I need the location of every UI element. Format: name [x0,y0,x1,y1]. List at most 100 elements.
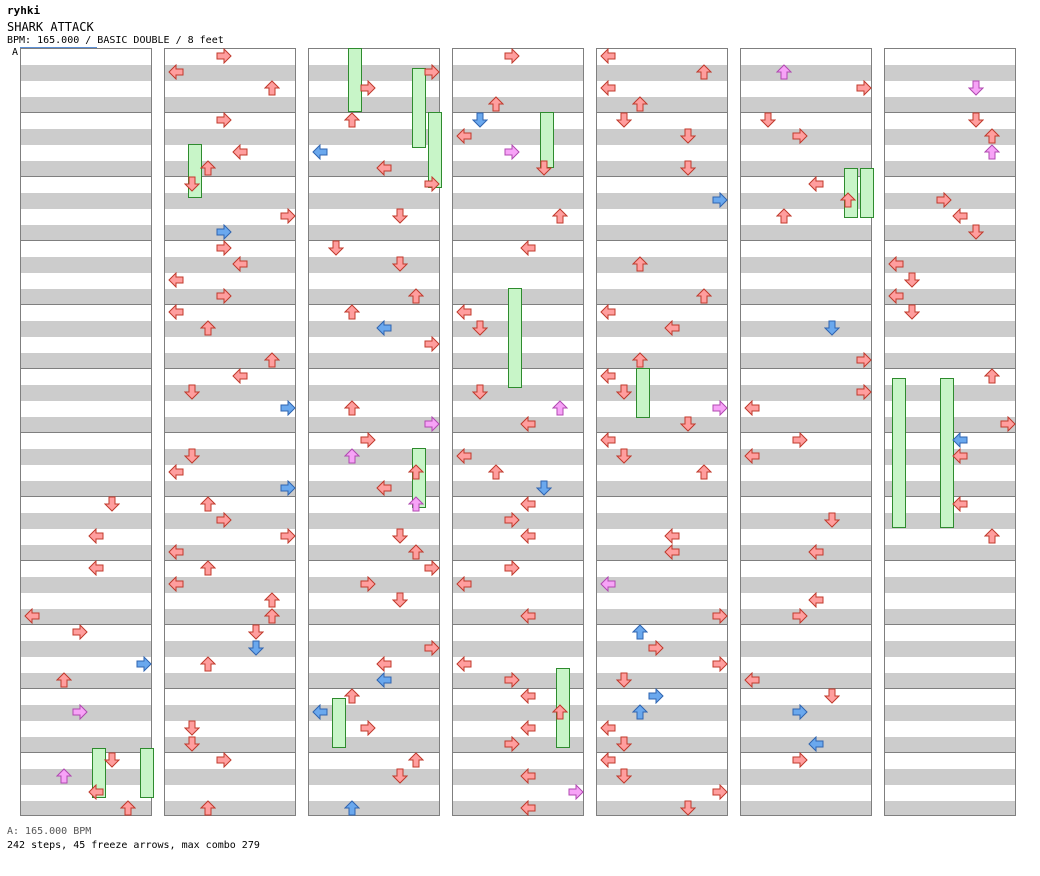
step-arrow-right-icon [136,656,152,672]
step-arrow-up-icon [984,368,1000,384]
step-arrow-up-icon [984,128,1000,144]
step-arrow-up-icon [776,208,792,224]
step-arrow-down-icon [184,384,200,400]
song-title: SHARK ATTACK [7,20,94,34]
beat-band [21,737,151,753]
step-arrow-down-icon [536,160,552,176]
step-arrow-right-icon [712,656,728,672]
step-arrow-up-icon [344,400,360,416]
beat-band [453,97,583,113]
step-arrow-up-icon [344,304,360,320]
step-arrow-up-icon [696,64,712,80]
beat-band [453,481,583,497]
step-arrow-up-icon [488,464,504,480]
beat-band [597,481,727,497]
step-arrow-left-icon [376,672,392,688]
beat-band [21,449,151,465]
freeze-arrow [892,378,906,528]
freeze-arrow [348,48,362,112]
beat-band [741,737,871,753]
step-arrow-right-icon [648,688,664,704]
beat-band [21,577,151,593]
beat-band [597,545,727,561]
measure-line [21,240,151,241]
beat-band [453,705,583,721]
beat-band [165,385,295,401]
step-arrow-up-icon [552,704,568,720]
step-arrow-left-icon [744,400,760,416]
measure-line [453,560,583,561]
measure-line [741,688,871,689]
beat-band [885,641,1015,657]
beat-band [21,545,151,561]
step-arrow-right-icon [424,560,440,576]
step-arrow-up-icon [632,96,648,112]
step-arrow-left-icon [952,208,968,224]
step-arrow-down-icon [616,384,632,400]
chart-column-6 [740,48,872,816]
step-arrow-up-icon [408,752,424,768]
chart-column-7 [884,48,1016,816]
step-arrow-up-icon [408,496,424,512]
measure-line [885,752,1015,753]
measure-line [885,176,1015,177]
measure-line [597,240,727,241]
beat-band [741,321,871,337]
step-arrow-left-icon [168,544,184,560]
step-arrow-down-icon [616,112,632,128]
bpm-info: A: 165.000 BPM [7,826,92,837]
beat-band [885,257,1015,273]
step-arrow-right-icon [216,112,232,128]
beat-band [453,417,583,433]
beat-band [885,321,1015,337]
step-arrow-right-icon [216,512,232,528]
step-arrow-down-icon [248,640,264,656]
step-arrow-left-icon [664,528,680,544]
step-arrow-up-icon [408,288,424,304]
measure-line [597,624,727,625]
beat-band [885,97,1015,113]
step-arrow-down-icon [392,208,408,224]
beat-band [165,545,295,561]
measure-line [741,432,871,433]
step-arrow-right-icon [280,528,296,544]
step-arrow-left-icon [520,240,536,256]
step-arrow-left-icon [520,768,536,784]
beat-band [453,769,583,785]
measure-line [885,688,1015,689]
measure-line [165,176,295,177]
step-arrow-up-icon [408,464,424,480]
measure-line [885,112,1015,113]
bpm-marker-line [20,47,97,48]
step-arrow-up-icon [344,112,360,128]
beat-band [165,193,295,209]
step-arrow-right-icon [504,736,520,752]
beat-band [741,673,871,689]
step-arrow-left-icon [88,560,104,576]
step-arrow-up-icon [200,656,216,672]
step-arrow-left-icon [232,144,248,160]
beat-band [741,449,871,465]
beat-band [165,97,295,113]
beat-band [309,769,439,785]
step-arrow-right-icon [216,752,232,768]
measure-line [453,496,583,497]
step-arrow-down-icon [472,320,488,336]
step-arrow-up-icon [264,592,280,608]
measure-line [21,304,151,305]
step-arrow-left-icon [168,64,184,80]
step-arrow-left-icon [888,256,904,272]
step-arrow-left-icon [312,144,328,160]
measure-line [741,112,871,113]
step-arrow-left-icon [600,304,616,320]
step-arrow-down-icon [616,768,632,784]
measure-line [741,624,871,625]
step-arrow-left-icon [744,448,760,464]
beat-band [453,385,583,401]
beat-band [597,257,727,273]
measure-line [21,496,151,497]
freeze-arrow [140,748,154,798]
step-arrow-right-icon [856,80,872,96]
step-arrow-left-icon [376,320,392,336]
beat-band [309,65,439,81]
